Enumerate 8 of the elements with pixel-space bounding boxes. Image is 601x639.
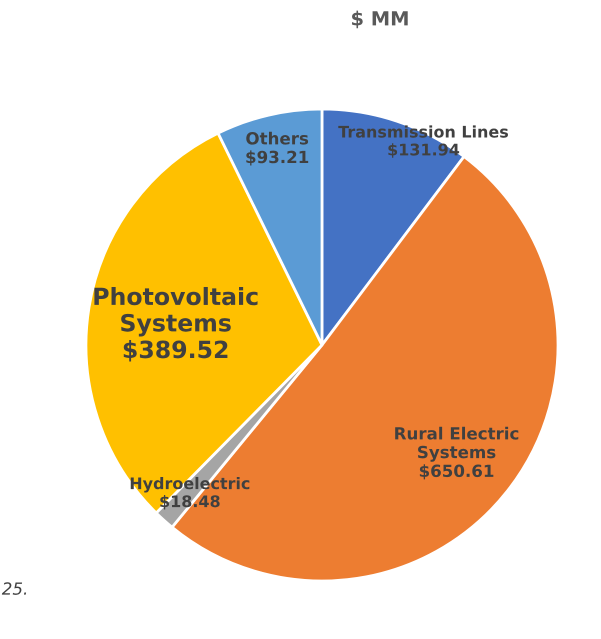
slice-label: Rural Electric Systems (395, 426, 518, 462)
chart-title: $ MM (352, 10, 408, 28)
slice-label: Others (246, 132, 308, 145)
data-label: $93.21 (246, 150, 308, 166)
data-label: $389.52 (124, 340, 228, 362)
slice-label: Photovoltaic Systems (94, 286, 258, 336)
data-label: $650.61 (420, 464, 494, 480)
text: 25. (2, 582, 26, 595)
